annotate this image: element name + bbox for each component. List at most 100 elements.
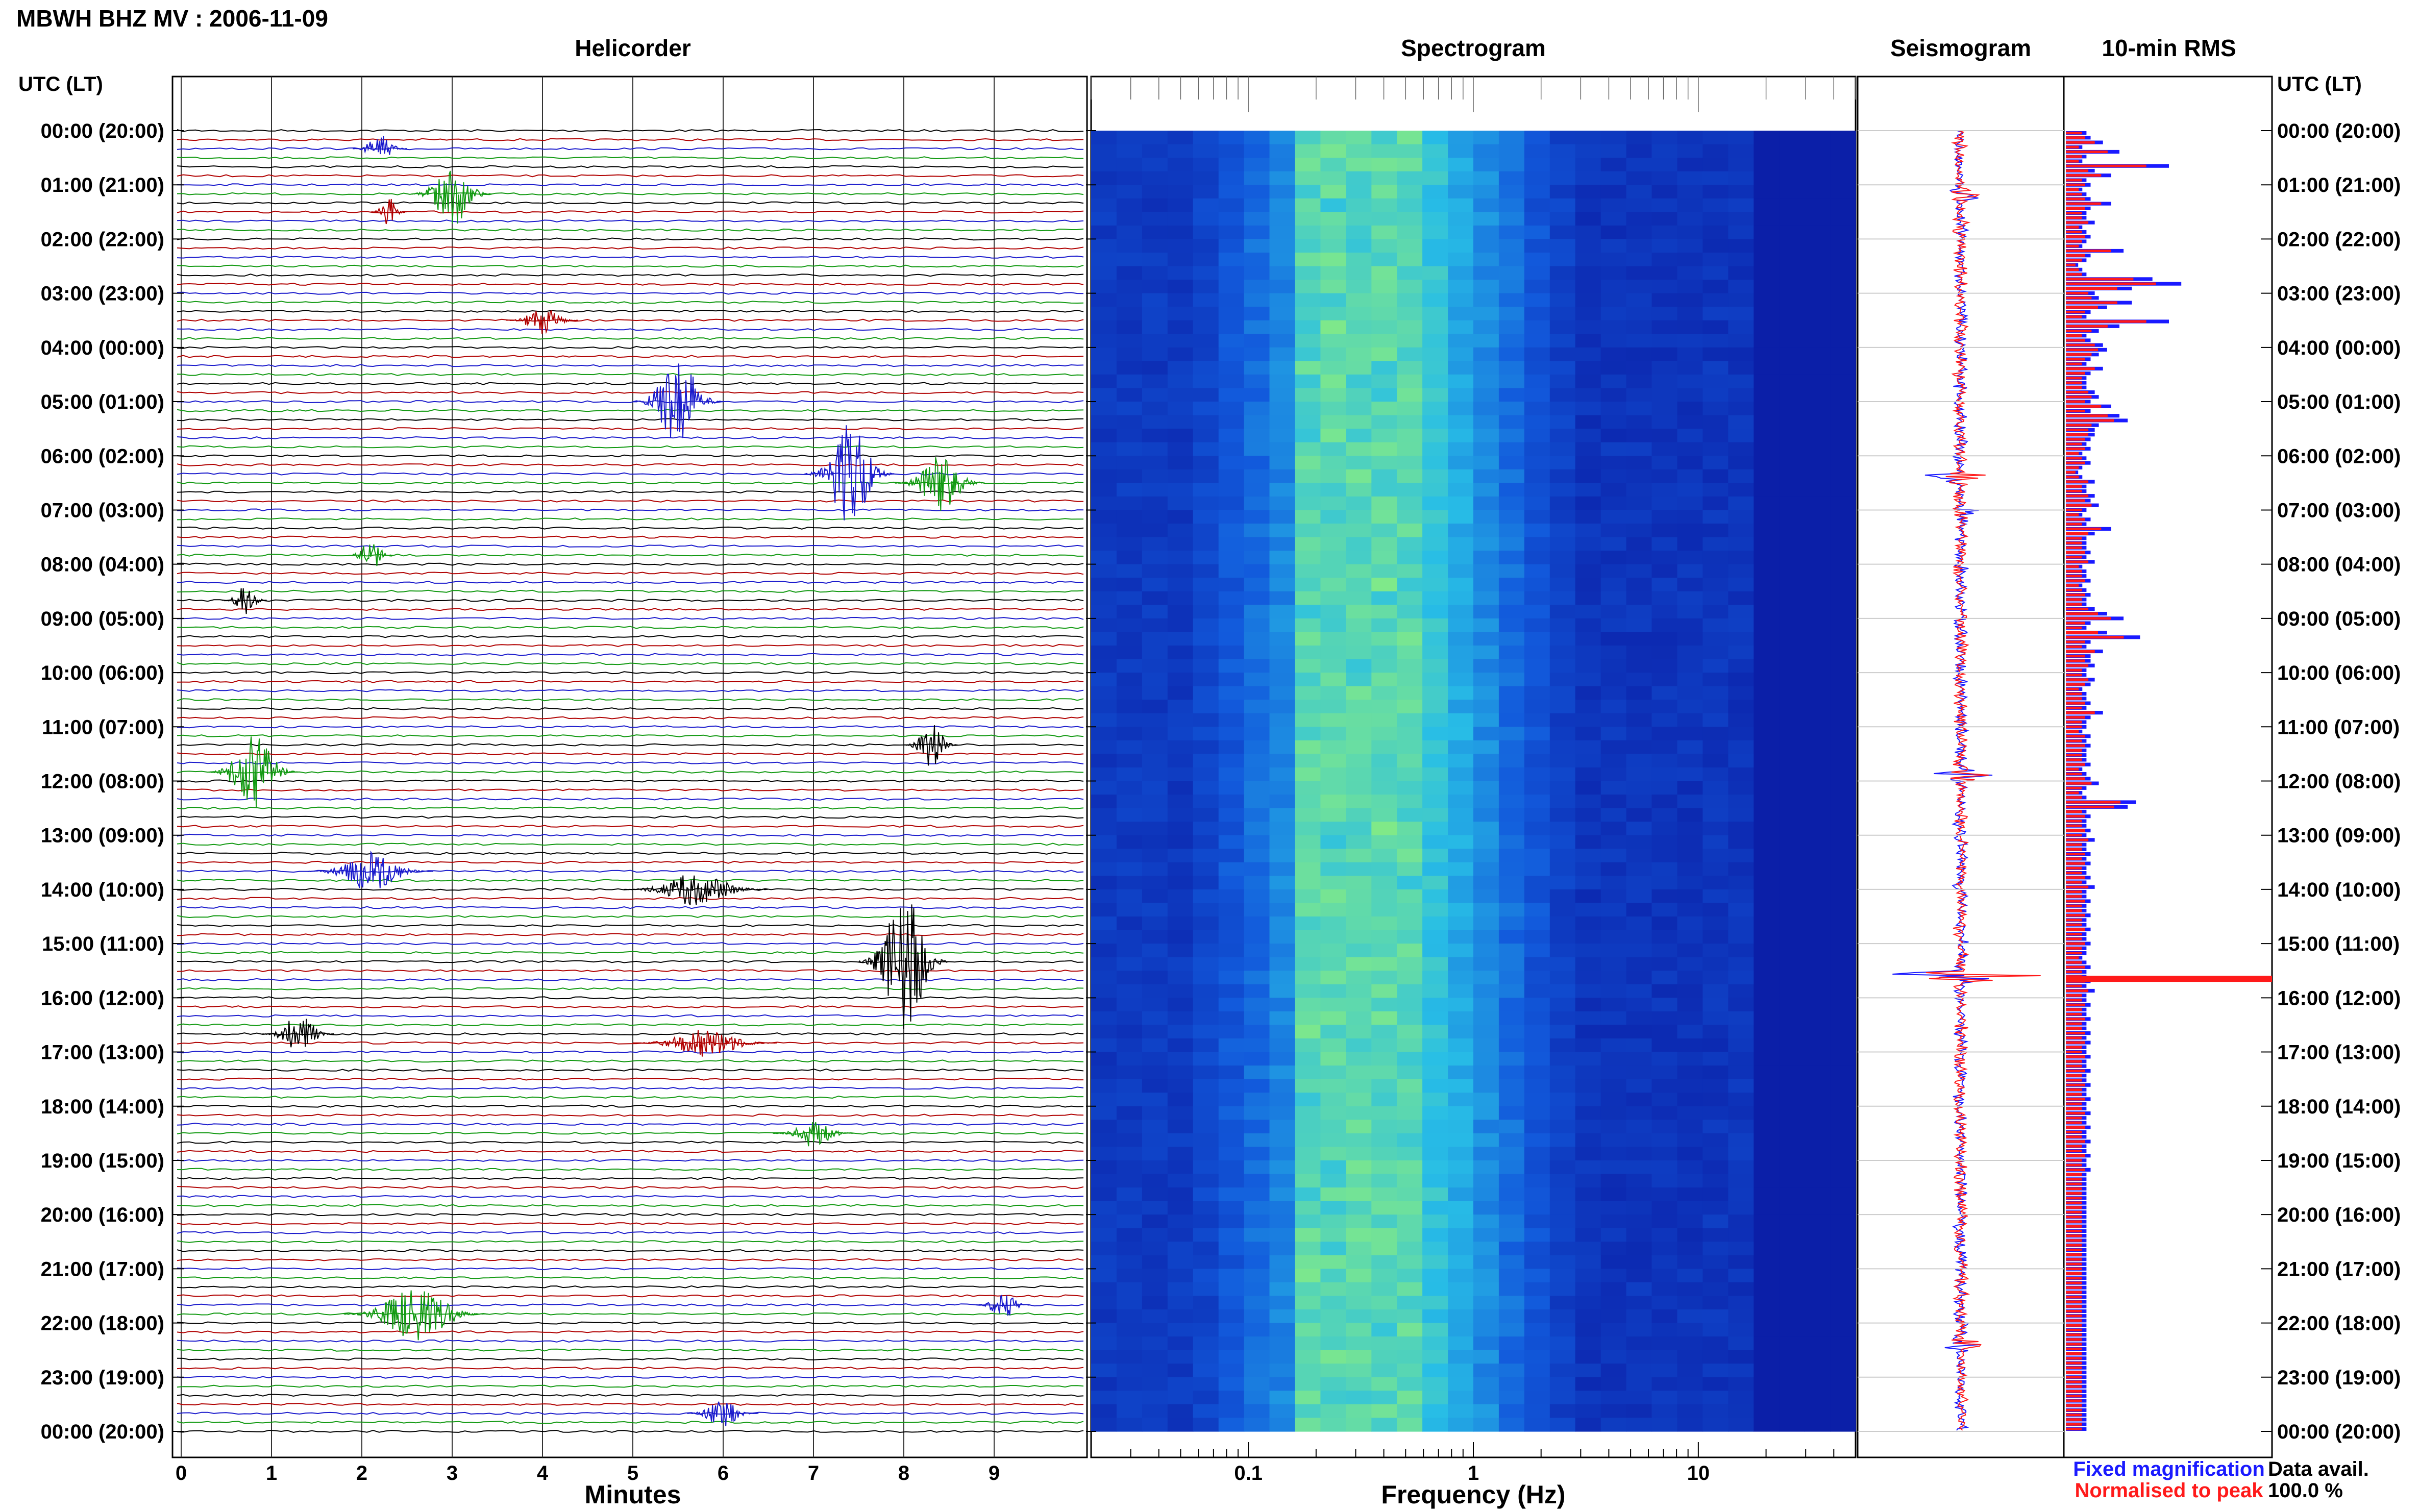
spectrogram-cell: [1116, 1269, 1143, 1283]
spectrogram-cell: [1651, 320, 1678, 334]
rms-bar-normalised: [2066, 155, 2082, 158]
spectrogram-cell: [1549, 374, 1576, 389]
spectrogram-cell: [1549, 483, 1576, 497]
spectrogram-cell: [1779, 646, 1805, 660]
spectrogram-cell: [1116, 266, 1143, 280]
spectrogram-cell: [1244, 1201, 1270, 1215]
rms-bar-normalised: [2066, 697, 2082, 700]
spectrogram-cell: [1626, 646, 1652, 660]
spectrogram-cell: [1320, 510, 1347, 524]
spectrogram-cell: [1498, 1255, 1525, 1269]
spectrogram-cell: [1448, 442, 1474, 456]
spectrogram-cell: [1524, 334, 1550, 348]
spectrogram-cell: [1244, 1391, 1270, 1405]
spectrogram-cell: [1269, 1174, 1296, 1188]
spectrogram-cell: [1498, 1228, 1525, 1242]
spectrogram-cell: [1524, 1174, 1550, 1188]
spectrogram-cell: [1346, 591, 1372, 605]
spectrogram-cell: [1091, 253, 1117, 267]
spectrogram-cell: [1600, 944, 1627, 958]
spectrogram-cell: [1371, 767, 1397, 782]
spectrogram-cell: [1830, 158, 1856, 172]
spectrogram-cell: [1346, 1269, 1372, 1283]
spectrogram-cell: [1295, 1255, 1321, 1269]
spectrogram-cell: [1295, 469, 1321, 483]
spectrogram-cell: [1805, 429, 1831, 443]
spectrogram-cell: [1218, 754, 1245, 768]
spectrogram-cell: [1575, 1120, 1601, 1134]
rms-bar-normalised: [2066, 758, 2082, 761]
rms-bar-normalised: [2066, 1319, 2082, 1322]
spectrogram-cell: [1779, 591, 1805, 605]
rms-bar-normalised: [2066, 358, 2085, 361]
spectrogram-cell: [1677, 767, 1704, 782]
spectrogram-cell: [1498, 930, 1525, 944]
spectrogram-cell: [1805, 1038, 1831, 1053]
spectrogram-cell: [1371, 605, 1397, 619]
spectrogram-cell: [1193, 1323, 1219, 1337]
spectrogram-cell: [1473, 1214, 1499, 1229]
spectrogram-cell: [1091, 673, 1117, 687]
spectrogram-cell: [1498, 781, 1525, 795]
spectrogram-cell: [1167, 415, 1194, 429]
spectrogram-cell: [1805, 578, 1831, 592]
spectrogram-cell: [1116, 1309, 1143, 1324]
rms-bar-normalised: [2066, 145, 2079, 148]
spectrogram-cell: [1626, 822, 1652, 836]
spectrogram-cell: [1269, 280, 1296, 294]
rms-bar-normalised: [2066, 273, 2082, 276]
spectrogram-cell: [1524, 1404, 1550, 1419]
spectrogram-cell: [1626, 293, 1652, 307]
spectrogram-cell: [1371, 1350, 1397, 1364]
spectrogram-cell: [1320, 1174, 1347, 1188]
spectrogram-cell: [1295, 862, 1321, 876]
spectrogram-cell: [1244, 1242, 1270, 1256]
helicorder-trace: [177, 183, 1084, 187]
helicorder-trace: [177, 1402, 1084, 1406]
spectrogram-cell: [1651, 1391, 1678, 1405]
spectrogram-cell: [1397, 415, 1423, 429]
spectrogram-cell: [1346, 266, 1372, 280]
spectrogram-cell: [1651, 1336, 1678, 1351]
spectrogram-cell: [1218, 510, 1245, 524]
spectrogram-cell: [1346, 835, 1372, 849]
spectrogram-cell: [1116, 1201, 1143, 1215]
spectrogram-cell: [1677, 442, 1704, 456]
spectrogram-cell: [1193, 361, 1219, 375]
helicorder-trace: [177, 870, 1084, 873]
spectrogram-cell: [1473, 320, 1499, 334]
spectrogram-cell: [1805, 740, 1831, 754]
spectrogram-cell: [1549, 618, 1576, 633]
spectrogram-cell: [1498, 510, 1525, 524]
spectrogram-cell: [1754, 795, 1780, 809]
spectrogram-cell: [1448, 1025, 1474, 1039]
spectrogram-cell: [1754, 483, 1780, 497]
spectrogram-cell: [1091, 1214, 1117, 1229]
spectrogram-cell: [1728, 456, 1754, 470]
helicorder-trace: [177, 1186, 1084, 1189]
spectrogram-cell: [1397, 1309, 1423, 1324]
spectrogram-cell: [1244, 1174, 1270, 1188]
spectrogram-cell: [1702, 144, 1729, 158]
spectrogram-cell: [1498, 564, 1525, 578]
spectrogram-cell: [1142, 1214, 1168, 1229]
spectrogram-cell: [1167, 713, 1194, 727]
spectrogram-cell: [1218, 916, 1245, 931]
spectrogram-cell: [1754, 131, 1780, 145]
helicorder-trace: [177, 906, 1084, 909]
spectrogram-cell: [1805, 781, 1831, 795]
spectrogram-cell: [1626, 185, 1652, 199]
spectrogram-cell: [1142, 1269, 1168, 1283]
spectrogram-cell: [1091, 198, 1117, 212]
spectrogram-cell: [1218, 1038, 1245, 1053]
rms-bar-normalised: [2066, 928, 2085, 931]
spectrogram-cell: [1626, 1214, 1652, 1229]
spectrogram-cell: [1600, 185, 1627, 199]
rms-bar-normalised: [2066, 193, 2082, 196]
spectrogram-cell: [1524, 524, 1550, 538]
spectrogram-cell: [1371, 1214, 1397, 1229]
spectrogram-cell: [1651, 971, 1678, 985]
spectrogram-cell: [1575, 266, 1601, 280]
spectrogram-cell: [1498, 198, 1525, 212]
spectrogram-cell: [1728, 1228, 1754, 1242]
